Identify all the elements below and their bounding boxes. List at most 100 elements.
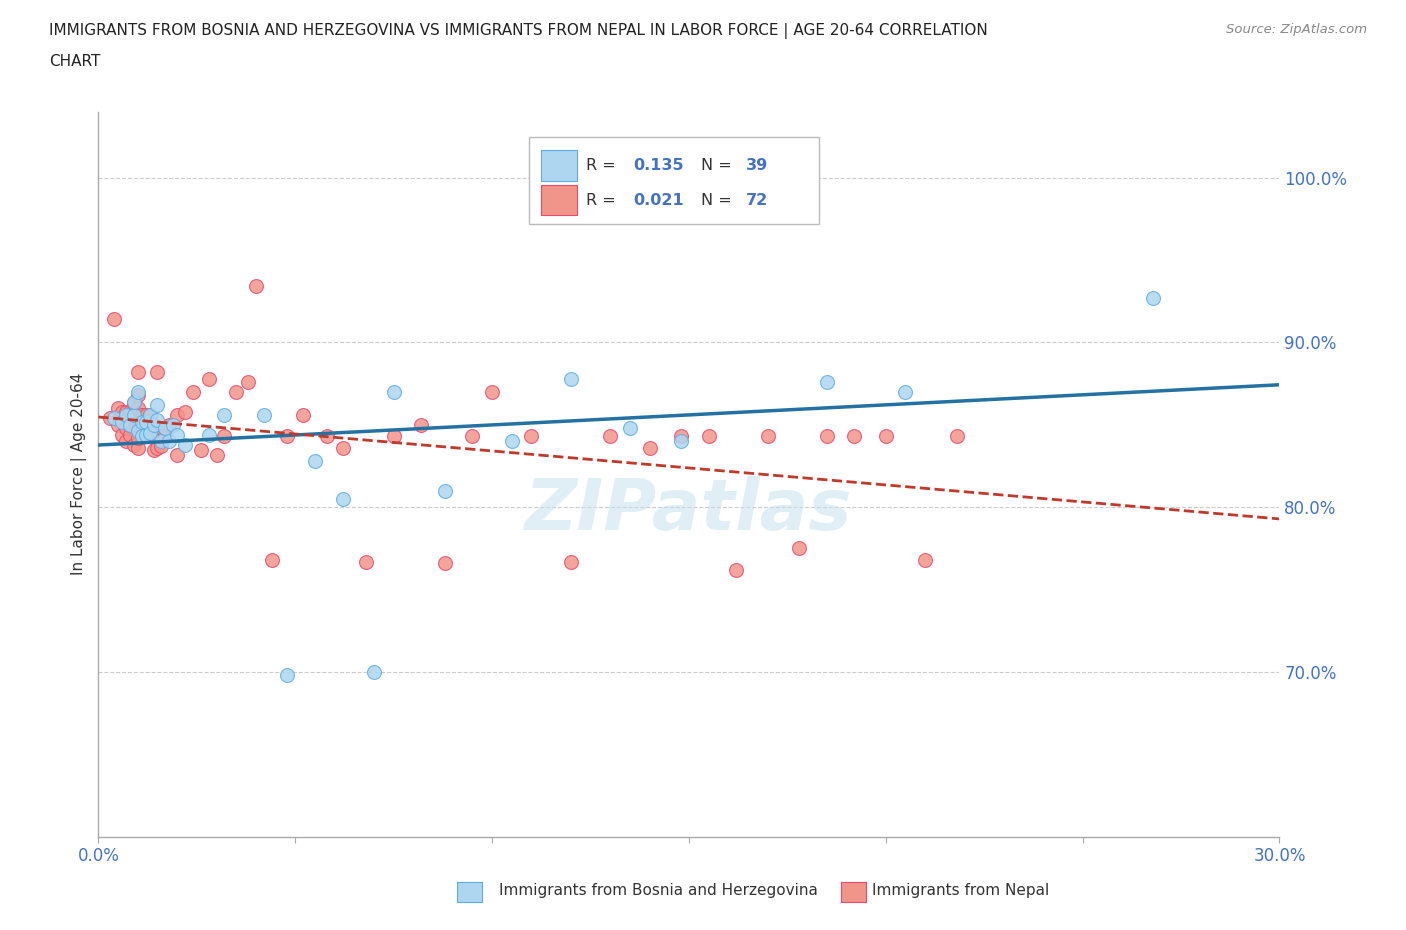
Point bbox=[127, 388, 149, 403]
Point bbox=[146, 365, 169, 379]
Text: Immigrants from Bosnia and Herzegovina: Immigrants from Bosnia and Herzegovina bbox=[499, 884, 818, 898]
Point bbox=[107, 418, 129, 432]
Point bbox=[815, 429, 838, 444]
Point bbox=[146, 441, 169, 456]
Point bbox=[725, 563, 748, 578]
Point bbox=[127, 384, 149, 399]
Point bbox=[197, 371, 219, 386]
Point bbox=[162, 418, 184, 432]
Point bbox=[174, 437, 197, 452]
Bar bbox=[541, 150, 576, 180]
Text: Source: ZipAtlas.com: Source: ZipAtlas.com bbox=[1226, 23, 1367, 36]
Point bbox=[382, 429, 405, 444]
Point bbox=[135, 414, 157, 429]
Point bbox=[815, 375, 838, 390]
Point bbox=[619, 420, 641, 435]
Point bbox=[354, 554, 377, 569]
Point bbox=[1142, 290, 1164, 305]
Point bbox=[174, 405, 197, 419]
Point bbox=[236, 375, 259, 390]
Text: 39: 39 bbox=[745, 158, 768, 173]
Point bbox=[146, 398, 169, 413]
Point bbox=[103, 411, 125, 426]
Point bbox=[118, 418, 141, 432]
Point bbox=[107, 401, 129, 416]
Point bbox=[787, 541, 810, 556]
Point bbox=[844, 429, 866, 444]
Point bbox=[122, 396, 145, 411]
Text: N =: N = bbox=[700, 158, 737, 173]
Point bbox=[138, 407, 160, 422]
Point bbox=[111, 414, 134, 429]
Point bbox=[332, 441, 354, 456]
Point bbox=[560, 371, 582, 386]
Point bbox=[669, 429, 692, 444]
Point bbox=[127, 424, 149, 439]
Point bbox=[131, 414, 153, 429]
Point bbox=[205, 447, 228, 462]
Point bbox=[103, 312, 125, 326]
Point bbox=[111, 427, 134, 442]
Point bbox=[225, 384, 247, 399]
Point bbox=[138, 426, 160, 441]
Point bbox=[150, 434, 173, 449]
Text: CHART: CHART bbox=[49, 54, 101, 69]
Point bbox=[166, 427, 188, 442]
Point bbox=[181, 384, 204, 399]
Text: ZIPatlas: ZIPatlas bbox=[526, 476, 852, 545]
Text: 72: 72 bbox=[745, 193, 768, 207]
Point bbox=[146, 413, 169, 428]
Text: N =: N = bbox=[700, 193, 737, 207]
Point bbox=[166, 407, 188, 422]
Point bbox=[363, 665, 385, 680]
Point bbox=[520, 429, 543, 444]
Bar bbox=[541, 185, 576, 216]
Point bbox=[914, 552, 936, 567]
Point bbox=[157, 418, 180, 432]
Point bbox=[122, 394, 145, 409]
Point bbox=[138, 407, 160, 422]
Point bbox=[501, 434, 523, 449]
Point bbox=[260, 552, 283, 567]
Point bbox=[127, 441, 149, 456]
Point bbox=[433, 556, 456, 571]
Point bbox=[142, 442, 165, 457]
FancyBboxPatch shape bbox=[530, 137, 818, 224]
Point bbox=[111, 405, 134, 419]
Point bbox=[315, 429, 337, 444]
Point bbox=[118, 427, 141, 442]
Point bbox=[118, 405, 141, 419]
Point bbox=[214, 407, 236, 422]
Point bbox=[131, 407, 153, 422]
Point bbox=[382, 384, 405, 399]
Point bbox=[127, 401, 149, 416]
Point bbox=[945, 429, 967, 444]
Point bbox=[127, 411, 149, 426]
Point bbox=[276, 668, 298, 683]
Point bbox=[155, 427, 177, 442]
Point bbox=[135, 407, 157, 422]
Point bbox=[122, 407, 145, 422]
Point bbox=[433, 484, 456, 498]
Point bbox=[146, 429, 169, 444]
Point bbox=[875, 429, 897, 444]
Point bbox=[138, 429, 160, 444]
Point bbox=[190, 442, 212, 457]
Point bbox=[115, 407, 138, 422]
Point bbox=[560, 554, 582, 569]
Point bbox=[245, 279, 267, 294]
Point bbox=[157, 434, 180, 449]
Point bbox=[142, 418, 165, 432]
Point bbox=[166, 447, 188, 462]
Text: Immigrants from Nepal: Immigrants from Nepal bbox=[872, 884, 1049, 898]
Point bbox=[481, 384, 503, 399]
Point bbox=[98, 411, 121, 426]
Text: R =: R = bbox=[586, 193, 621, 207]
Point bbox=[304, 454, 326, 469]
Point bbox=[155, 420, 177, 435]
Point bbox=[197, 427, 219, 442]
Point bbox=[118, 418, 141, 432]
Text: IMMIGRANTS FROM BOSNIA AND HERZEGOVINA VS IMMIGRANTS FROM NEPAL IN LABOR FORCE |: IMMIGRANTS FROM BOSNIA AND HERZEGOVINA V… bbox=[49, 23, 988, 39]
Point bbox=[115, 420, 138, 435]
Point bbox=[599, 429, 621, 444]
